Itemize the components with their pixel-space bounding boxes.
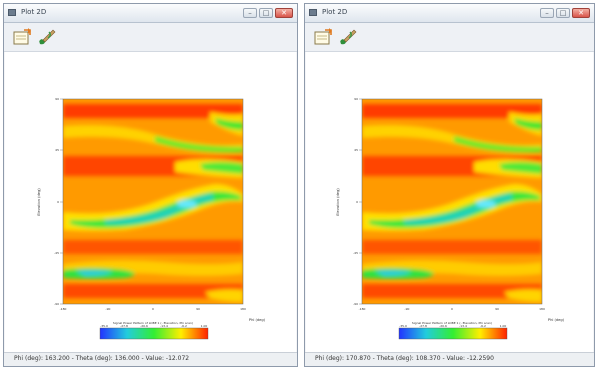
x-tick-label: -180 — [359, 307, 366, 311]
colorbar-tick: -20.6 — [439, 324, 447, 328]
y-axis-label: Elevation (deg) — [336, 188, 340, 216]
colorbar-tick: -6.2 — [181, 324, 187, 328]
paintbrush-icon[interactable] — [337, 28, 357, 46]
plot-window-right[interactable]: Plot 2D – □ ✕ — [304, 3, 595, 367]
colorbar-tick: -35.0 — [399, 324, 407, 328]
y-tick-label: 90 — [354, 97, 358, 101]
title-bar[interactable]: Plot 2D – □ ✕ — [4, 4, 297, 23]
minimize-button[interactable]: – — [243, 8, 257, 18]
y-tick-label: -90 — [54, 302, 59, 306]
notepad-icon[interactable] — [313, 28, 333, 46]
toolbar — [305, 23, 594, 52]
colorbar-tick: 1.00 — [500, 324, 507, 328]
status-readout: Phi (deg): 170.870 - Theta (deg): 108.37… — [315, 355, 494, 362]
y-tick-label: 45 — [55, 148, 59, 152]
colorbar-title: Signal Power Pattern of LOBE 1 (- Elevat… — [113, 321, 193, 325]
colorbar-tick: -35.0 — [100, 324, 108, 328]
plot-area[interactable]: 90 45 0 -45 -90 -180 -90 0 90 180 Elevat… — [306, 52, 593, 352]
plot-area[interactable]: 90 45 0 -45 -90 -180 -90 0 90 180 Elevat… — [5, 52, 296, 352]
colorbar-tick: -13.4 — [160, 324, 168, 328]
x-tick-label: 180 — [240, 307, 246, 311]
colorbar-tick: -13.4 — [459, 324, 467, 328]
heatmap-plot[interactable]: 90 45 0 -45 -90 -180 -90 0 90 180 Elevat… — [5, 52, 296, 352]
y-tick-label: 45 — [354, 148, 358, 152]
x-tick-label: 180 — [539, 307, 545, 311]
y-axis-label: Elevation (deg) — [37, 188, 41, 216]
x-axis-label: Phi (deg) — [249, 318, 266, 322]
close-button[interactable]: ✕ — [275, 8, 293, 18]
colorbar-tick: -27.8 — [419, 324, 427, 328]
minimize-button[interactable]: – — [540, 8, 554, 18]
x-axis-label: Phi (deg) — [548, 318, 565, 322]
colorbar-tick: -27.8 — [120, 324, 128, 328]
x-tick-label: 0 — [152, 307, 154, 311]
x-tick-label: 90 — [495, 307, 499, 311]
y-tick-label: -45 — [353, 251, 358, 255]
y-tick-label: 0 — [356, 200, 358, 204]
notepad-icon[interactable] — [12, 28, 32, 46]
x-tick-label: 0 — [451, 307, 453, 311]
colorbar-tick: 1.00 — [201, 324, 208, 328]
colorbar — [99, 327, 209, 340]
x-tick-label: -90 — [405, 307, 410, 311]
y-tick-label: 90 — [55, 97, 59, 101]
y-tick-label: 0 — [57, 200, 59, 204]
paintbrush-icon[interactable] — [36, 28, 56, 46]
status-bar: Phi (deg): 163.200 - Theta (deg): 136.00… — [4, 352, 297, 366]
title-bar[interactable]: Plot 2D – □ ✕ — [305, 4, 594, 23]
window-title: Plot 2D — [322, 8, 348, 16]
maximize-button[interactable]: □ — [259, 8, 273, 18]
x-tick-label: -90 — [106, 307, 111, 311]
app-icon — [8, 9, 16, 16]
status-readout: Phi (deg): 163.200 - Theta (deg): 136.00… — [14, 355, 190, 362]
colorbar-tick: -6.2 — [480, 324, 486, 328]
window-title: Plot 2D — [21, 8, 47, 16]
app-icon — [309, 9, 317, 16]
colorbar-title: Signal Power Pattern of LOBE 1 (- Elevat… — [412, 321, 492, 325]
y-tick-label: -45 — [54, 251, 59, 255]
toolbar — [4, 23, 297, 52]
x-tick-label: -180 — [60, 307, 67, 311]
maximize-button[interactable]: □ — [556, 8, 570, 18]
heatmap-plot[interactable]: 90 45 0 -45 -90 -180 -90 0 90 180 Elevat… — [306, 52, 593, 352]
status-bar: Phi (deg): 170.870 - Theta (deg): 108.37… — [305, 352, 594, 366]
y-tick-label: -90 — [353, 302, 358, 306]
colorbar-tick: -20.6 — [140, 324, 148, 328]
x-tick-label: 90 — [196, 307, 200, 311]
close-button[interactable]: ✕ — [572, 8, 590, 18]
colorbar — [398, 327, 508, 340]
plot-window-left[interactable]: Plot 2D – □ ✕ — [3, 3, 298, 367]
